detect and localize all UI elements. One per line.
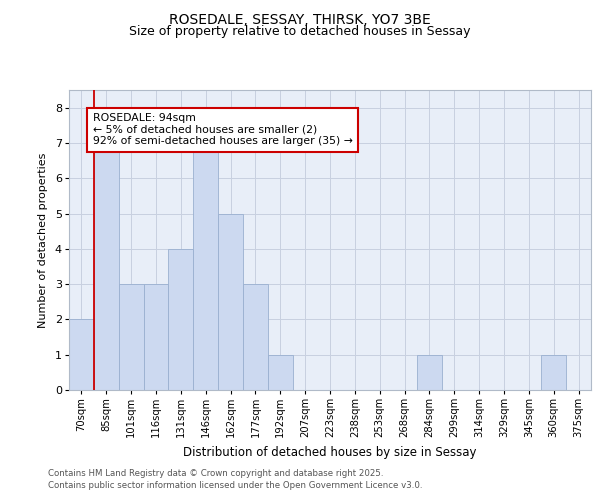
Text: ROSEDALE, SESSAY, THIRSK, YO7 3BE: ROSEDALE, SESSAY, THIRSK, YO7 3BE: [169, 12, 431, 26]
Bar: [119, 284, 143, 390]
Bar: [417, 354, 442, 390]
Text: Size of property relative to detached houses in Sessay: Size of property relative to detached ho…: [129, 25, 471, 38]
Bar: [69, 320, 94, 390]
X-axis label: Distribution of detached houses by size in Sessay: Distribution of detached houses by size …: [183, 446, 477, 458]
Bar: [218, 214, 243, 390]
Bar: [169, 249, 193, 390]
Bar: [268, 354, 293, 390]
Text: Contains public sector information licensed under the Open Government Licence v3: Contains public sector information licen…: [48, 481, 422, 490]
Bar: [94, 143, 119, 390]
Bar: [193, 143, 218, 390]
Bar: [541, 354, 566, 390]
Text: Contains HM Land Registry data © Crown copyright and database right 2025.: Contains HM Land Registry data © Crown c…: [48, 468, 383, 477]
Text: ROSEDALE: 94sqm
← 5% of detached houses are smaller (2)
92% of semi-detached hou: ROSEDALE: 94sqm ← 5% of detached houses …: [92, 113, 352, 146]
Y-axis label: Number of detached properties: Number of detached properties: [38, 152, 48, 328]
Bar: [243, 284, 268, 390]
Bar: [143, 284, 169, 390]
